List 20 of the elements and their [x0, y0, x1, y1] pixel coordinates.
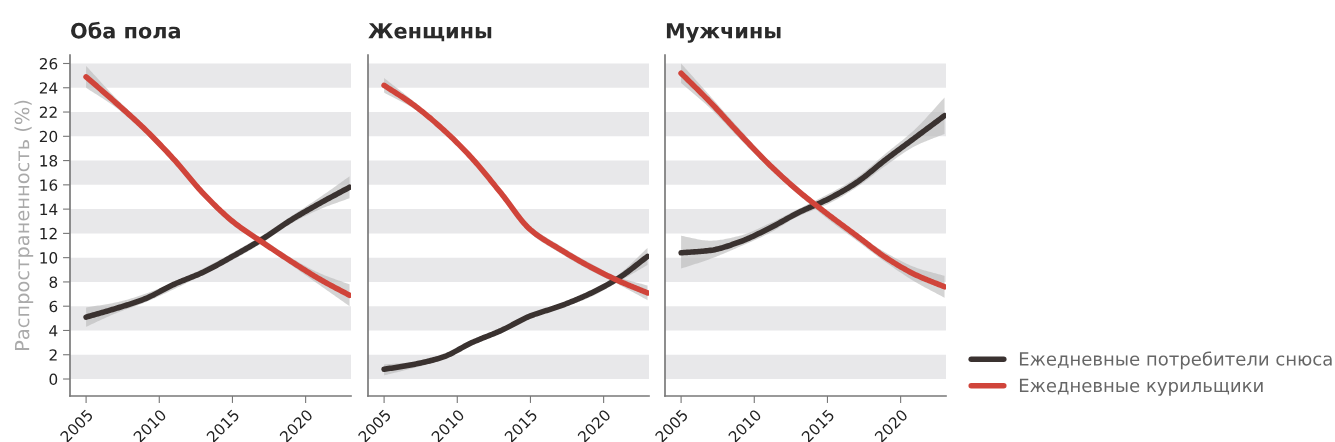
- legend-label: Ежедневные потребители снюса: [1019, 351, 1332, 370]
- y-tick-label: 4: [49, 325, 58, 337]
- y-tick-label: 24: [39, 82, 58, 94]
- y-tick-label: 2: [49, 349, 57, 361]
- y-tick-label: 8: [49, 276, 58, 288]
- chart-title: Мужчины: [666, 23, 781, 43]
- y-tick-label: 0: [49, 373, 58, 386]
- y-tick-label: 26: [39, 57, 58, 70]
- chart-title: Оба пола: [71, 21, 180, 39]
- y-axis-title: Распространенность (%): [14, 100, 34, 351]
- y-tick-label: 14: [40, 203, 58, 215]
- y-tick-label: 18: [40, 155, 58, 167]
- y-tick-label: 12: [40, 227, 57, 240]
- y-tick-label: 16: [40, 179, 58, 191]
- y-tick-label: 22: [39, 106, 57, 118]
- y-tick-label: 10: [40, 252, 58, 264]
- y-tick-label: 6: [49, 300, 58, 313]
- y-tick-label: 20: [39, 130, 58, 143]
- legend-label: Ежедневные курильщики: [1019, 378, 1263, 396]
- chart-title: Женщины: [368, 23, 492, 42]
